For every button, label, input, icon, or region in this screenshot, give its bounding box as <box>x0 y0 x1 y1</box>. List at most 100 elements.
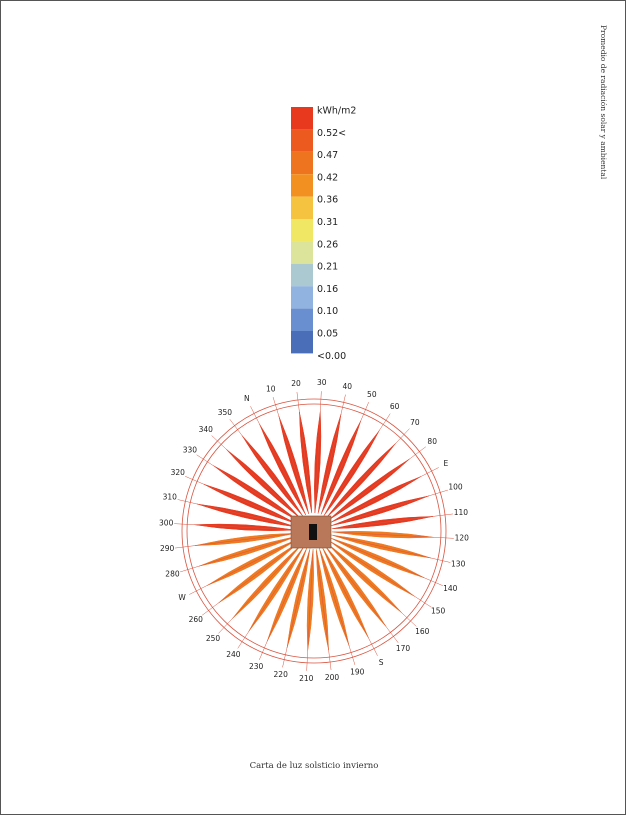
ray <box>330 541 432 608</box>
ray <box>318 394 346 512</box>
compass-label: 150 <box>431 607 446 616</box>
legend-swatch <box>291 286 313 309</box>
ray <box>272 397 309 512</box>
compass-label: W <box>178 593 186 602</box>
compass-label: S <box>379 658 384 667</box>
legend-swatch <box>291 174 313 197</box>
compass-label: 80 <box>427 437 437 446</box>
compass-label: 310 <box>163 493 178 502</box>
compass-label: 280 <box>165 569 180 578</box>
ray <box>333 535 451 563</box>
side-title: Promedio de radiación solar y ambiental <box>599 25 608 180</box>
compass-label: 320 <box>171 468 186 477</box>
legend-swatch <box>291 331 313 354</box>
compass-label: 220 <box>274 670 289 679</box>
ray <box>331 467 439 523</box>
ray <box>319 550 356 665</box>
compass-label: 290 <box>160 544 175 553</box>
legend-swatch <box>291 308 313 331</box>
ray <box>325 546 399 643</box>
legend-swatch <box>291 219 313 242</box>
compass-label: 130 <box>451 559 466 568</box>
sun-rose: N 10 20 30 40 50 60 70 80 E 100 110 120 130 140 150 160 1… <box>159 378 469 683</box>
compass-label: 230 <box>249 662 264 671</box>
legend-swatch <box>291 196 313 219</box>
ray <box>314 391 322 512</box>
legend-label: 0.42 <box>317 172 338 183</box>
legend-swatch <box>291 151 313 175</box>
compass-label: 70 <box>410 418 420 427</box>
compass-label: 30 <box>317 378 327 387</box>
ray <box>211 435 300 518</box>
compass-label: 160 <box>415 627 430 636</box>
compass-label: 340 <box>199 425 214 434</box>
ray <box>229 419 303 516</box>
legend-label: <0.00 <box>317 351 346 362</box>
legend-label: 0.52< <box>317 128 346 139</box>
legend-label: 0.10 <box>317 306 338 317</box>
legend-swatch <box>291 263 313 287</box>
compass-label: 140 <box>443 584 458 593</box>
legend-label: 0.31 <box>317 217 338 228</box>
compass-label: 170 <box>396 644 411 653</box>
ray <box>250 406 306 514</box>
legend-swatch <box>291 241 313 264</box>
compass-label: 240 <box>226 650 241 659</box>
ray <box>202 542 299 616</box>
ray <box>174 523 295 531</box>
compass-label: 100 <box>448 483 463 492</box>
compass-label: 50 <box>367 390 377 399</box>
ray <box>259 549 307 660</box>
ray <box>328 544 417 627</box>
ray <box>189 539 297 595</box>
compass-label: 350 <box>218 408 233 417</box>
ray <box>237 547 304 649</box>
ray <box>324 413 391 515</box>
legend-label: kWh/m2 <box>317 106 356 117</box>
compass-label: 300 <box>159 518 174 527</box>
ray <box>185 476 296 524</box>
compass-label: 60 <box>390 402 400 411</box>
compass-label: 110 <box>454 508 469 517</box>
ray <box>333 531 454 539</box>
ray <box>316 550 332 670</box>
ray <box>175 533 295 549</box>
compass-label: 330 <box>183 445 198 454</box>
legend-label: 0.16 <box>317 284 338 295</box>
compass-label: 10 <box>266 384 276 393</box>
ray <box>218 545 301 634</box>
ray <box>332 538 443 586</box>
legend-swatch <box>291 107 313 130</box>
compass-label: 190 <box>350 668 365 677</box>
ray <box>177 499 295 527</box>
building-core <box>309 524 317 540</box>
ray <box>306 550 314 671</box>
compass-label: 40 <box>343 382 353 391</box>
legend-label: 0.47 <box>317 150 338 161</box>
compass-label: 210 <box>299 674 314 683</box>
ray <box>321 402 369 513</box>
ray <box>333 489 448 526</box>
caption: Carta de luz solsticio invierno <box>249 761 379 771</box>
figure: kWh/m2 0.52< 0.47 0.42 0.36 0.31 0.26 0.21 0.16 0… <box>159 106 469 683</box>
legend-label: 0.21 <box>317 262 338 273</box>
ray <box>322 548 378 656</box>
compass-label: 120 <box>455 534 470 543</box>
legend: kWh/m2 0.52< 0.47 0.42 0.36 0.31 0.26 0.21 0.16 0… <box>291 106 356 362</box>
compass-label: 20 <box>291 379 301 388</box>
ray <box>282 550 310 668</box>
ray <box>333 513 453 529</box>
compass-label: 200 <box>325 673 340 682</box>
compass-label: 250 <box>206 634 221 643</box>
legend-label: 0.05 <box>317 329 338 340</box>
ray <box>196 454 298 521</box>
ray <box>329 446 426 520</box>
compass-label: E <box>443 459 448 468</box>
compass-label: 260 <box>189 615 204 624</box>
ray <box>327 428 410 517</box>
legend-swatch <box>291 129 313 152</box>
ray <box>296 392 312 512</box>
legend-label: 0.26 <box>317 239 338 250</box>
legend-label: 0.36 <box>317 195 338 206</box>
